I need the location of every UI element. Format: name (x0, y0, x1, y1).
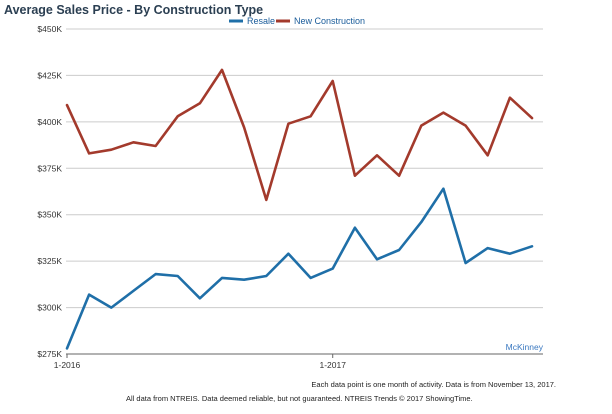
chart-title: Average Sales Price - By Construction Ty… (4, 3, 263, 17)
legend-label-new-construction: New Construction (294, 16, 365, 26)
data-point-new-construction[interactable] (108, 147, 114, 153)
data-point-resale[interactable] (285, 251, 291, 257)
y-tick-label: $450K (37, 24, 62, 34)
data-point-new-construction[interactable] (485, 152, 491, 158)
data-point-resale[interactable] (308, 275, 314, 281)
data-point-resale[interactable] (352, 225, 358, 231)
y-tick-label: $350K (37, 210, 62, 220)
data-point-new-construction[interactable] (64, 102, 70, 108)
data-point-resale[interactable] (197, 295, 203, 301)
data-point-new-construction[interactable] (529, 115, 535, 121)
y-tick-label: $275K (37, 349, 62, 359)
data-point-new-construction[interactable] (153, 143, 159, 149)
series-line-resale[interactable] (65, 187, 534, 350)
data-point-new-construction[interactable] (197, 100, 203, 106)
data-point-resale[interactable] (241, 277, 247, 283)
y-tick-label: $400K (37, 117, 62, 127)
legend-item-new-construction[interactable]: New Construction (276, 16, 365, 26)
data-point-resale[interactable] (485, 245, 491, 251)
data-point-new-construction[interactable] (308, 113, 314, 119)
data-point-new-construction[interactable] (263, 197, 269, 203)
data-point-new-construction[interactable] (440, 110, 446, 116)
data-point-new-construction[interactable] (352, 173, 358, 179)
data-point-resale[interactable] (175, 273, 181, 279)
data-point-new-construction[interactable] (374, 152, 380, 158)
y-tick-label: $425K (37, 70, 62, 80)
data-point-resale[interactable] (86, 292, 92, 298)
data-point-new-construction[interactable] (418, 123, 424, 129)
data-point-resale[interactable] (529, 243, 535, 249)
data-point-resale[interactable] (374, 256, 380, 262)
data-point-resale[interactable] (263, 273, 269, 279)
data-point-resale[interactable] (108, 305, 114, 311)
region-label: McKinney (506, 342, 544, 352)
data-point-resale[interactable] (219, 275, 225, 281)
legend: Resale New Construction (229, 16, 365, 26)
data-point-new-construction[interactable] (219, 67, 225, 73)
data-point-resale[interactable] (418, 219, 424, 225)
footnote: Each data point is one month of activity… (311, 380, 556, 389)
data-point-resale[interactable] (507, 251, 513, 257)
y-tick-label: $375K (37, 163, 62, 173)
data-point-new-construction[interactable] (330, 78, 336, 84)
y-axis: $275K $300K $325K $350K $375K $400K $425K $450K (37, 24, 62, 359)
x-axis: 1-2016 1-2017 (54, 354, 346, 370)
data-point-resale[interactable] (330, 266, 336, 272)
data-point-new-construction[interactable] (463, 123, 469, 129)
data-point-resale[interactable] (153, 271, 159, 277)
series-line-new-construction[interactable] (65, 68, 534, 202)
legend-label-resale: Resale (247, 16, 275, 26)
data-point-resale[interactable] (130, 288, 136, 294)
x-tick-label: 1-2017 (319, 360, 346, 370)
x-tick-label: 1-2016 (54, 360, 81, 370)
data-point-new-construction[interactable] (396, 173, 402, 179)
y-tick-label: $300K (37, 303, 62, 313)
data-point-resale[interactable] (64, 345, 70, 351)
data-point-new-construction[interactable] (507, 95, 513, 101)
data-point-new-construction[interactable] (175, 113, 181, 119)
data-point-resale[interactable] (463, 260, 469, 266)
disclaimer: All data from NTREIS. Data deemed reliab… (126, 394, 473, 403)
legend-item-resale[interactable]: Resale (229, 16, 275, 26)
series-layer (64, 67, 535, 351)
data-point-resale[interactable] (396, 247, 402, 253)
grid (66, 28, 543, 355)
data-point-resale[interactable] (440, 186, 446, 192)
data-point-new-construction[interactable] (285, 121, 291, 127)
data-point-new-construction[interactable] (86, 150, 92, 156)
data-point-new-construction[interactable] (241, 124, 247, 130)
data-point-new-construction[interactable] (130, 139, 136, 145)
y-tick-label: $325K (37, 256, 62, 266)
